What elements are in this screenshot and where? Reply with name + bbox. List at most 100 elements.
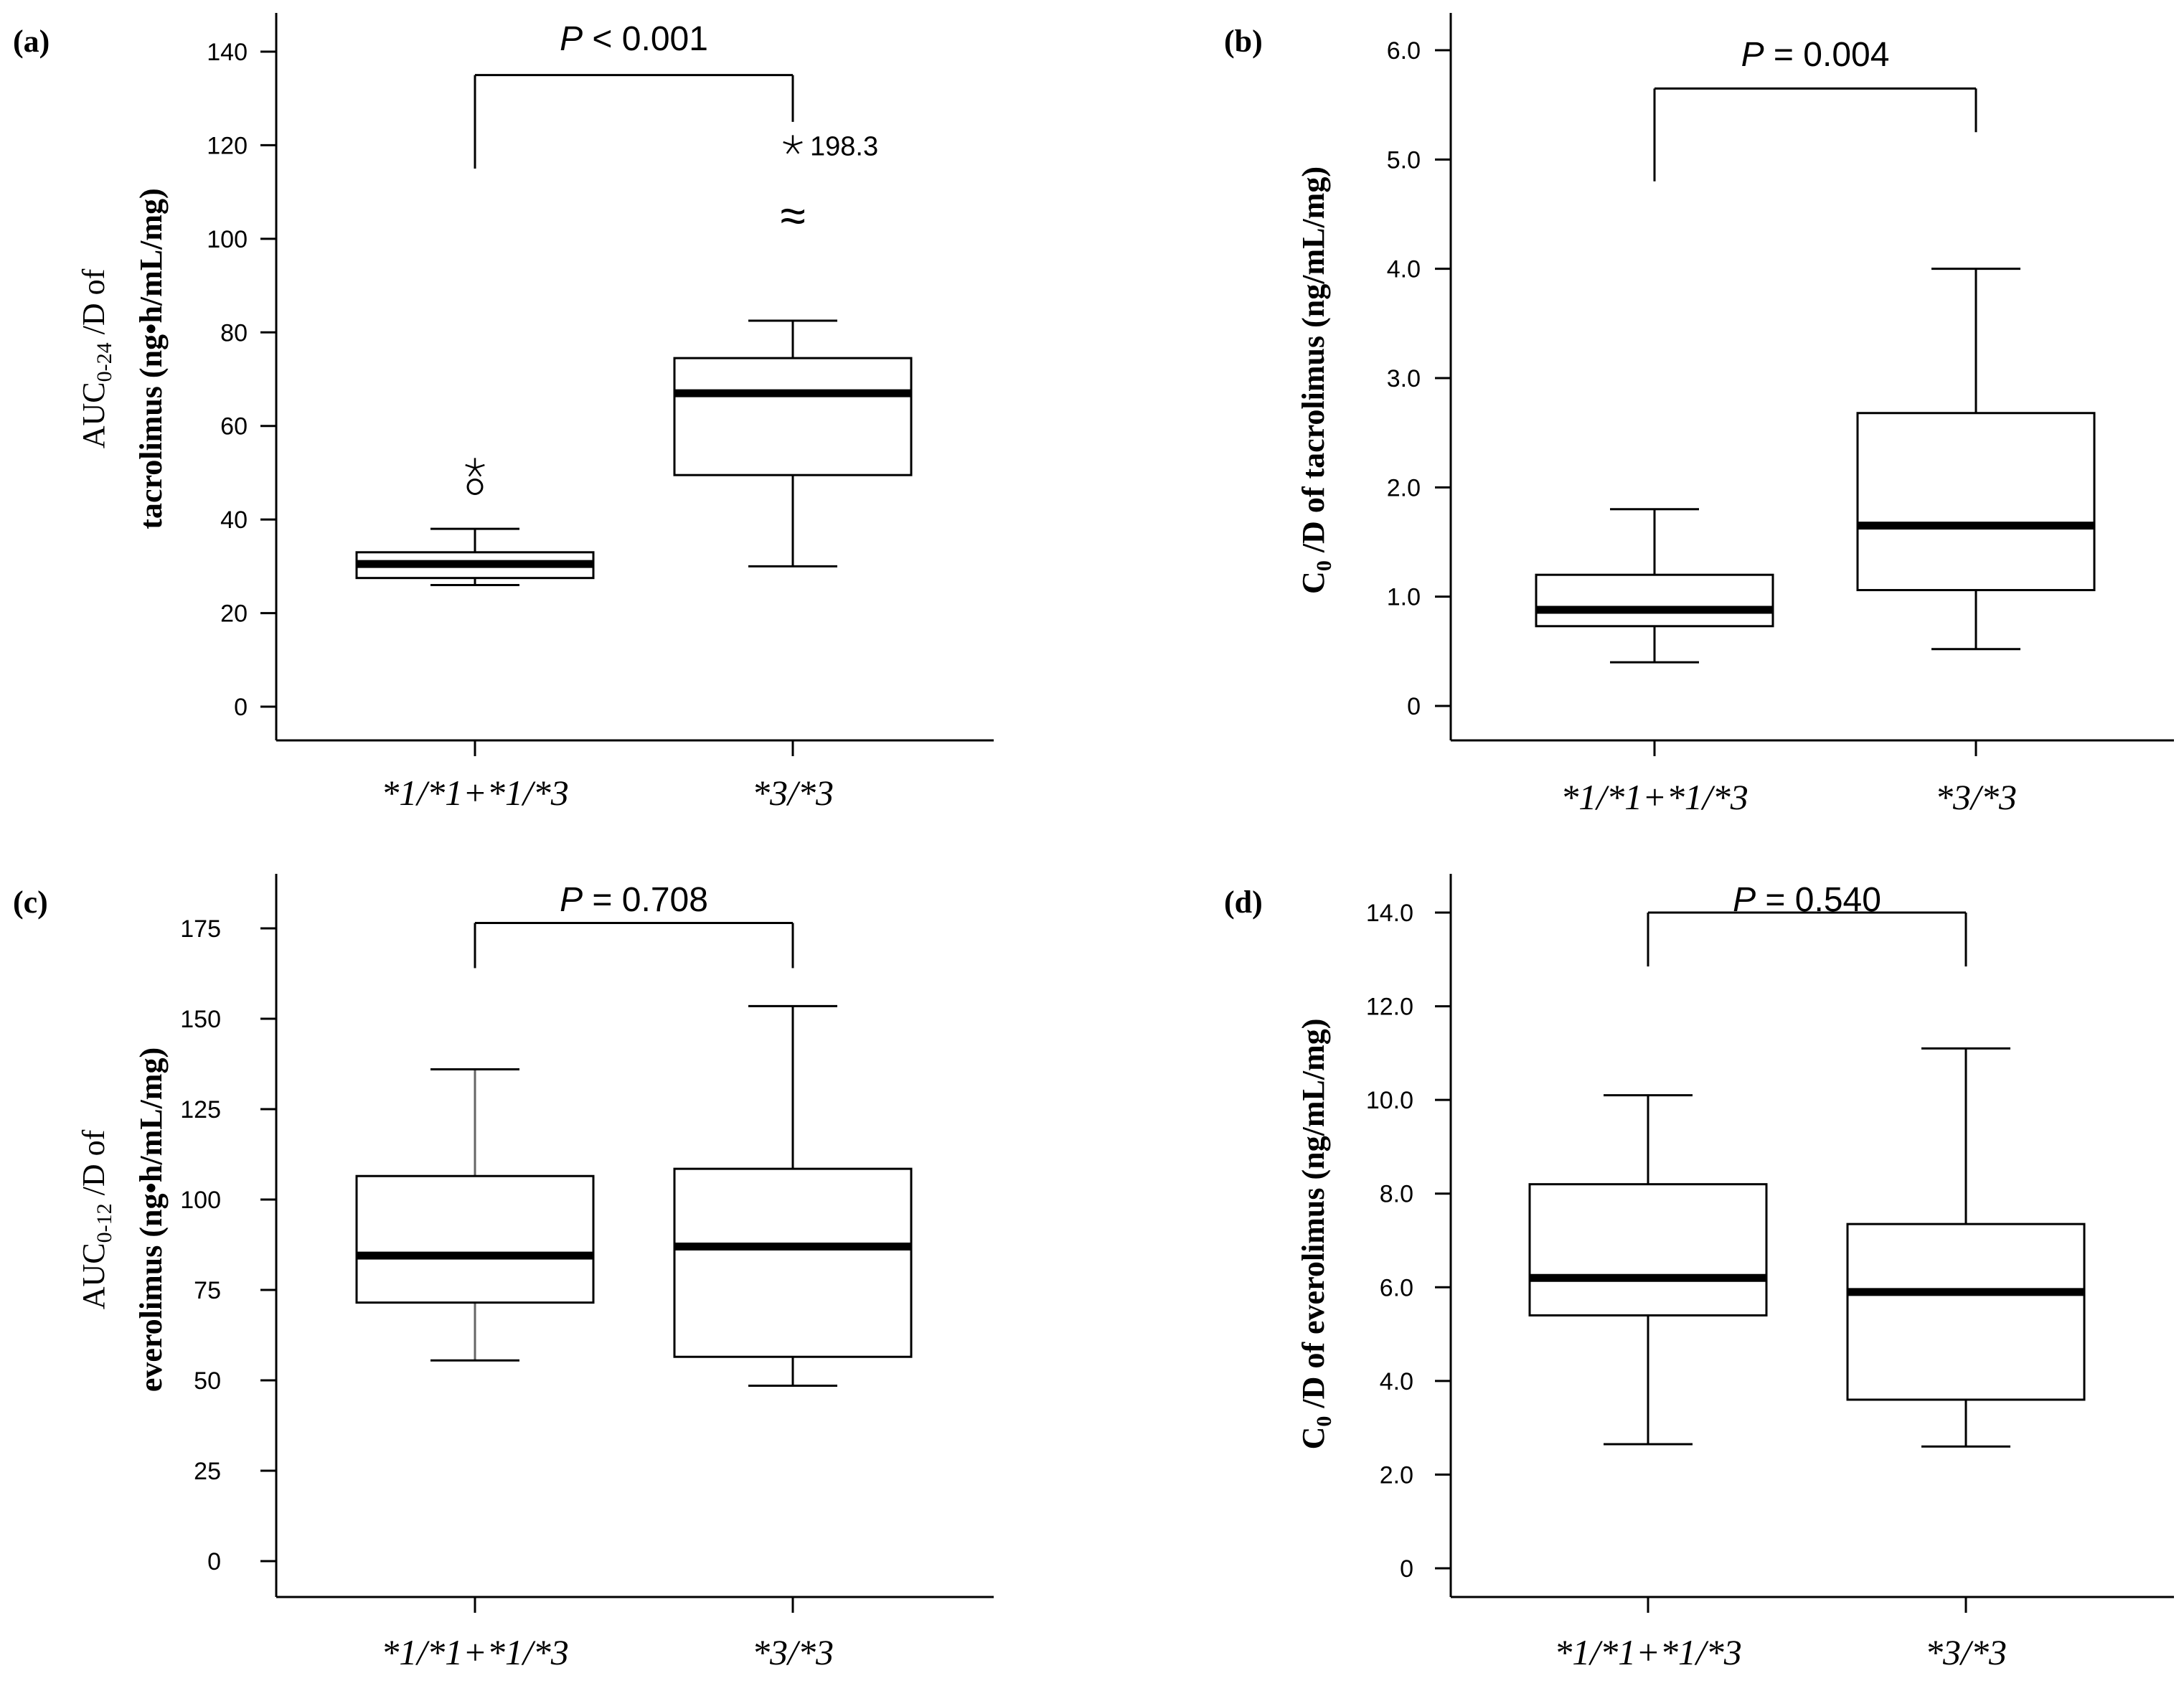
y-tick-label: 140 <box>207 39 248 66</box>
panel-c: (c) AUC0-12 /D of everolimus (ng•h/mL/mg… <box>13 874 994 1672</box>
axes <box>275 13 994 756</box>
category-label-pooled: *1/*1+*1/*3 <box>1554 1632 1742 1672</box>
p-value-text: = 0.708 <box>583 881 708 919</box>
y-tick-label: 1.0 <box>1387 584 1421 611</box>
significance-bracket <box>1647 911 1967 967</box>
x-axis-categories: *1/*1+*1/*3 *3/*3 <box>381 1632 834 1672</box>
p-value-text: = 0.540 <box>1756 881 1881 919</box>
p-symbol: P <box>1733 881 1756 919</box>
interquartile-box <box>1856 412 2096 592</box>
interquartile-box <box>1535 573 1774 628</box>
y-tick-label: 0 <box>207 1548 221 1575</box>
y-tick-label: 3.0 <box>1387 365 1421 392</box>
p-value-label: P = 0.708 <box>560 881 708 919</box>
y-tick-label: 0 <box>1400 1555 1413 1583</box>
y-tick-label: 175 <box>180 915 221 943</box>
panel-label: (b) <box>1224 24 1263 59</box>
axes <box>1449 874 2174 1613</box>
y-axis-ticks: 0 20 40 60 80 100 120 140 <box>207 39 276 721</box>
outlier-circle <box>466 478 484 495</box>
panel-b: (b) C0 /D of tacrolimus (ng/mL/mg) 01.02… <box>1224 13 2174 817</box>
axes <box>1449 13 2174 756</box>
p-symbol: P <box>560 20 583 58</box>
y-axis-label-rest: /D of tacrolimus (ng/mL/mg) <box>1296 166 1331 560</box>
y-tick-label: 8.0 <box>1380 1181 1413 1208</box>
y-axis-label-rest: /D of <box>76 268 111 342</box>
significance-bracket <box>474 74 794 169</box>
significance-bracket <box>474 921 794 969</box>
boxplots <box>355 319 913 586</box>
y-axis-ticks: 0 1.0 2.0 3.0 4.0 5.0 6.0 <box>1387 37 1451 720</box>
significance-bracket <box>1653 87 1977 182</box>
y-tick-label: 4.0 <box>1387 256 1421 283</box>
y-tick-label: 60 <box>220 413 248 441</box>
panel-label: (d) <box>1224 885 1263 920</box>
y-tick-label: 125 <box>180 1096 221 1123</box>
category-label-homozygous: *3/*3 <box>1935 777 2017 817</box>
boxplots <box>1528 1047 2086 1448</box>
panel-a: (a) AUC0-24 /D of tacrolimus (ng•h/mL/mg… <box>13 13 994 813</box>
y-tick-label: 0 <box>234 694 248 721</box>
panel-label: (a) <box>13 24 50 59</box>
p-value-text: < 0.001 <box>583 20 708 58</box>
outlier-annotations: 198.3 ≈ <box>465 131 878 495</box>
y-tick-label: 50 <box>194 1367 221 1395</box>
category-label-homozygous: *3/*3 <box>752 1632 834 1672</box>
y-axis-label-main: AUC <box>76 1243 111 1309</box>
y-axis-label-line1: AUC0-24 /D of <box>76 268 116 448</box>
category-label-pooled: *1/*1+*1/*3 <box>1561 777 1748 817</box>
y-axis-label: C0 /D of everolimus (ng/mL/mg) <box>1296 1019 1336 1450</box>
interquartile-box <box>673 1167 913 1358</box>
y-tick-label: 14.0 <box>1366 900 1413 927</box>
boxplots <box>355 1004 913 1388</box>
y-axis-ticks: 0 2.0 4.0 6.0 8.0 10.0 12.0 14.0 <box>1366 900 1451 1583</box>
outlier-star-icon <box>465 458 485 477</box>
y-axis-label-rest: /D of everolimus (ng/mL/mg) <box>1296 1019 1331 1416</box>
extreme-value-label: 198.3 <box>810 131 878 161</box>
p-value-label: P = 0.540 <box>1733 881 1881 919</box>
y-tick-label: 6.0 <box>1387 37 1421 65</box>
y-axis-label-subscript: 0-24 <box>93 342 116 382</box>
y-tick-label: 100 <box>207 226 248 253</box>
y-tick-label: 5.0 <box>1387 146 1421 174</box>
y-axis-label-main: AUC <box>76 382 111 448</box>
y-tick-label: 20 <box>220 600 248 628</box>
y-tick-label: 0 <box>1407 693 1421 720</box>
interquartile-box <box>1846 1222 2086 1401</box>
y-tick-label: 25 <box>194 1458 221 1485</box>
boxplots <box>1535 268 2096 664</box>
y-tick-label: 150 <box>180 1006 221 1033</box>
y-axis-label-line2: everolimus (ng•h/mL/mg) <box>133 1047 169 1392</box>
y-tick-label: 10.0 <box>1366 1087 1413 1114</box>
y-tick-label: 100 <box>180 1187 221 1214</box>
y-axis-label-subscript: 0 <box>1312 1416 1336 1427</box>
interquartile-box <box>1528 1183 1768 1316</box>
y-axis-label-subscript: 0-12 <box>93 1203 116 1243</box>
panel-d: (d) C0 /D of everolimus (ng/mL/mg) 0 2.0 4… <box>1224 874 2174 1672</box>
y-axis-ticks: 0 25 50 75 100 125 150 175 <box>180 915 276 1575</box>
y-axis-label-main: C <box>1296 571 1331 594</box>
x-axis-categories: *1/*1+*1/*3 *3/*3 <box>1554 1632 2007 1672</box>
y-axis-label-line2: tacrolimus (ng•h/mL/mg) <box>133 188 169 529</box>
y-tick-label: 75 <box>194 1277 221 1304</box>
x-axis-categories: *1/*1+*1/*3 *3/*3 <box>381 773 834 813</box>
y-tick-label: 4.0 <box>1380 1368 1413 1395</box>
y-axis-label-line1: AUC0-12 /D of <box>76 1129 116 1309</box>
y-axis-label-subscript: 0 <box>1312 560 1336 571</box>
axis-break-symbol: ≈ <box>780 189 805 241</box>
y-tick-label: 2.0 <box>1380 1461 1413 1489</box>
category-label-homozygous: *3/*3 <box>1925 1632 2007 1672</box>
p-value-label: P < 0.001 <box>560 20 708 58</box>
p-value-label: P = 0.004 <box>1741 36 1890 74</box>
p-symbol: P <box>560 881 583 919</box>
category-label-pooled: *1/*1+*1/*3 <box>381 773 569 813</box>
y-axis-label: C0 /D of tacrolimus (ng/mL/mg) <box>1296 166 1336 594</box>
panel-label: (c) <box>13 885 48 920</box>
y-tick-label: 6.0 <box>1380 1274 1413 1301</box>
p-symbol: P <box>1741 36 1764 74</box>
interquartile-box <box>355 1174 595 1304</box>
interquartile-box <box>673 357 913 476</box>
extreme-outlier-star-icon <box>783 135 803 154</box>
y-tick-label: 120 <box>207 132 248 159</box>
